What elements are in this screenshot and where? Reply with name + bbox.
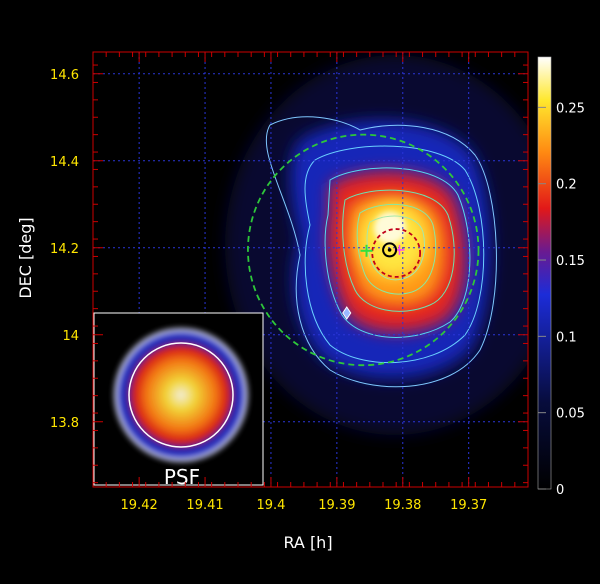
- colorbar-tick-label: 0.2: [556, 178, 577, 193]
- colorbar-tick-label: 0.25: [556, 101, 585, 116]
- plot-frame: [92, 51, 529, 488]
- y-axis-ticks: 14.6 14.4 14.2 14 13.8: [50, 64, 528, 484]
- x-tick-label: 19.38: [384, 498, 421, 513]
- psf-label: PSF: [164, 465, 200, 489]
- diamond-marker: [342, 306, 352, 320]
- y-tick-label: 14: [62, 329, 79, 344]
- x-tick-label: 19.39: [318, 498, 355, 513]
- x-axis-title: RA [h]: [283, 533, 332, 552]
- small-red-dashed-circle: [371, 228, 422, 278]
- diamond-shape: [342, 306, 352, 320]
- colorbar-tick-label: 0.1: [556, 330, 577, 345]
- x-tick-label: 19.41: [186, 498, 223, 513]
- x-tick-label: 19.42: [121, 498, 158, 513]
- large-green-dashed-circle: [247, 133, 480, 367]
- colorbar: [537, 56, 552, 490]
- psf-contour: [128, 342, 234, 448]
- y-tick-label: 14.2: [50, 242, 79, 257]
- circled-dot-center: [387, 248, 392, 252]
- contours: [265, 116, 497, 388]
- colorbar-tick-label: 0.05: [556, 407, 585, 422]
- circled-dot-ring: [382, 242, 398, 258]
- x-tick-label: 19.4: [256, 498, 285, 513]
- colorbar-ticks: 0.25 0.2 0.15 0.1 0.05 0: [538, 101, 585, 498]
- green-cross-marker: [360, 244, 373, 257]
- psf-inset: PSF: [93, 312, 264, 489]
- colorbar-tick-label: 0.15: [556, 254, 585, 269]
- y-tick-label: 13.8: [50, 416, 79, 431]
- excess-map: [225, 55, 528, 435]
- y-tick-label: 14.4: [50, 155, 79, 170]
- x-tick-label: 19.37: [450, 498, 487, 513]
- circled-dot-marker: [382, 242, 398, 258]
- colorbar-tick-label: 0: [556, 483, 564, 498]
- y-axis-title: DEC [deg]: [16, 217, 35, 298]
- x-axis-ticks: 19.42 19.41 19.4 19.39 19.38 19.37: [92, 52, 529, 513]
- y-tick-label: 14.6: [50, 68, 79, 83]
